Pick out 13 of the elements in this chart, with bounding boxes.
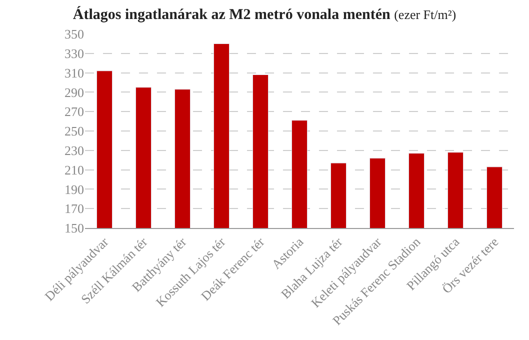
- chart-subtitle: (ezer Ft/m²): [394, 7, 456, 22]
- y-tick-label: 350: [64, 26, 84, 42]
- y-tick-label: 270: [64, 104, 84, 120]
- y-tick-label: 150: [64, 220, 84, 236]
- y-tick-label: 310: [64, 65, 84, 80]
- y-tick-label: 290: [64, 84, 84, 100]
- y-tick-label: 190: [64, 182, 84, 197]
- y-tick-label: 330: [64, 46, 84, 61]
- y-tick-label: 230: [64, 142, 84, 158]
- chart-title: Átlagos ingatlanárak az M2 metró vonala mentén: [72, 6, 392, 23]
- y-tick-label: 250: [64, 124, 84, 139]
- y-tick-label: 170: [64, 201, 84, 216]
- y-tick-label: 210: [64, 162, 84, 178]
